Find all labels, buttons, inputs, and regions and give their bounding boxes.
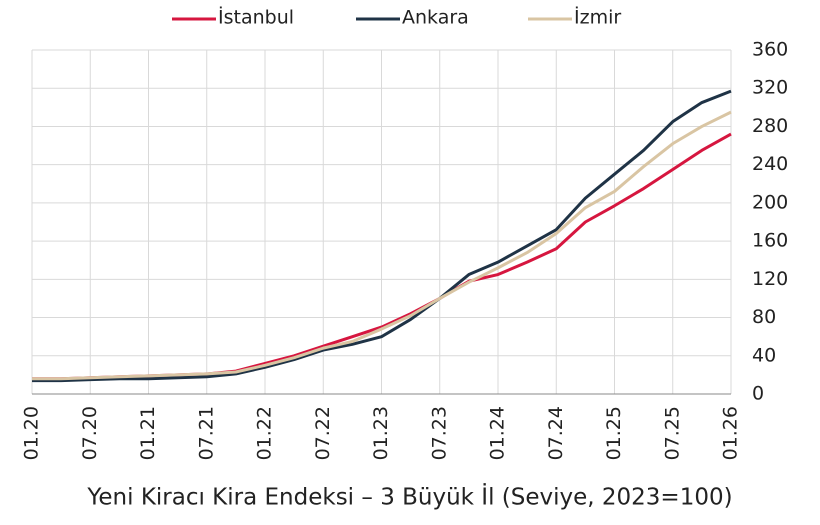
y-tick-label: 40 bbox=[752, 344, 776, 366]
legend-label: Ankara bbox=[402, 7, 469, 29]
legend-label: İzmir bbox=[574, 6, 621, 29]
y-tick-label: 200 bbox=[752, 191, 788, 213]
chart-caption: Yeni Kiracı Kira Endeksi – 3 Büyük İl (S… bbox=[86, 483, 732, 511]
y-tick-label: 360 bbox=[752, 39, 788, 61]
x-tick-label: 01.24 bbox=[487, 406, 509, 460]
y-tick-label: 120 bbox=[752, 268, 788, 290]
x-tick-label: 01.21 bbox=[137, 406, 159, 460]
y-tick-label: 280 bbox=[752, 115, 788, 137]
series-line bbox=[32, 110, 732, 381]
x-tick-label: 01.20 bbox=[21, 406, 43, 460]
x-tick-label: 01.22 bbox=[254, 406, 276, 460]
x-tick-label: 07.25 bbox=[661, 406, 683, 460]
y-tick-label: 240 bbox=[752, 153, 788, 175]
y-tick-label: 320 bbox=[752, 77, 788, 99]
x-tick-label: 07.24 bbox=[545, 406, 567, 460]
y-tick-label: 0 bbox=[752, 383, 764, 405]
x-tick-label: 01.23 bbox=[370, 406, 392, 460]
y-tick-label: 160 bbox=[752, 230, 788, 252]
series-line bbox=[32, 89, 732, 383]
x-tick-label: 07.20 bbox=[79, 406, 101, 460]
x-tick-label: 07.21 bbox=[195, 406, 217, 460]
x-tick-label: 01.25 bbox=[603, 406, 625, 460]
legend-label: İstanbul bbox=[218, 6, 294, 29]
y-tick-label: 80 bbox=[752, 306, 776, 328]
x-tick-label: 01.26 bbox=[720, 406, 742, 460]
x-tick-label: 07.23 bbox=[428, 406, 450, 460]
x-tick-label: 07.22 bbox=[312, 406, 334, 460]
